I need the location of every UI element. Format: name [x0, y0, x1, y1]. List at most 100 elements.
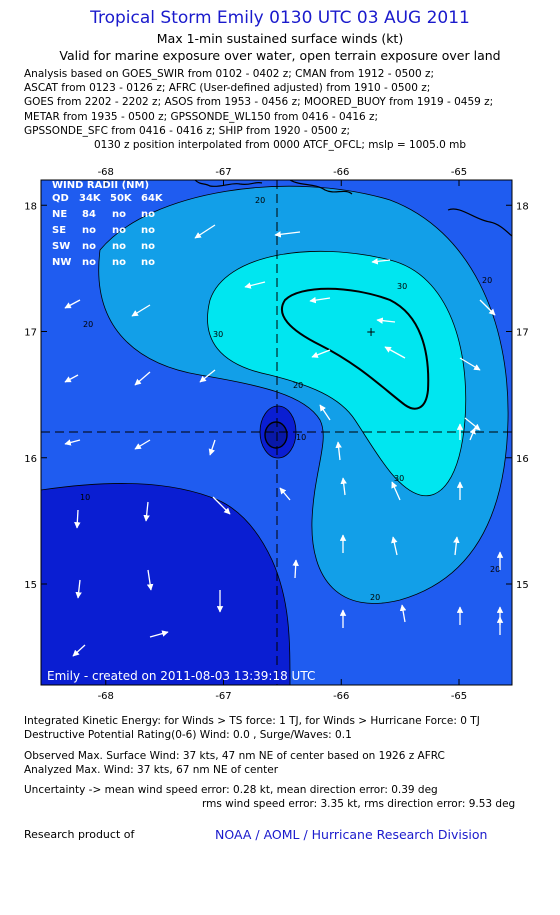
wind-vector-arrow	[74, 509, 81, 529]
y-tick-label: 17	[516, 328, 529, 339]
radii-cell: NW	[52, 257, 71, 268]
wind-vector-arrow	[371, 258, 391, 265]
contour-label-20: 20	[255, 196, 265, 205]
x-tick-label: -68	[98, 167, 114, 178]
axis-ticks: -68 -68 -67 -67 -66 -66 -65 -65 15 15 16 16 17 17 18 18	[24, 167, 528, 702]
contour-30-fill	[207, 250, 467, 497]
radii-header: 50K	[110, 193, 133, 204]
radii-cell: NE	[52, 209, 67, 220]
analysis-line: GPSSONDE_SFC from 0416 - 0416 z; SHIP fr…	[24, 124, 351, 137]
wind-vector-arrow	[376, 317, 396, 324]
x-tick-label: -66	[333, 691, 349, 702]
radii-cell: no	[141, 257, 155, 268]
contour-label-20: 20	[370, 593, 380, 602]
wind-vector-arrow	[479, 299, 496, 316]
coastline	[194, 180, 512, 237]
wind-vector-arrow	[311, 349, 331, 358]
contour-labels: 20 20 20 20 20 20 30 30 30 10 10	[80, 196, 500, 602]
max-wind-marker: +	[366, 325, 376, 339]
radii-cell: no	[82, 241, 96, 252]
y-tick-label: 15	[516, 580, 529, 591]
wind-vector-arrow	[309, 296, 331, 304]
x-tick-label: -65	[451, 167, 467, 178]
x-tick-label: -67	[215, 691, 231, 702]
uncertainty-line: Uncertainty -> mean wind speed error: 0.…	[24, 784, 438, 796]
wind-vector-arrow	[146, 569, 154, 591]
observed-max-line: Observed Max. Surface Wind: 37 kts, 47 n…	[24, 750, 445, 762]
radii-cell: no	[112, 225, 126, 236]
wind-vectors	[64, 224, 504, 657]
wind-vector-arrow	[134, 439, 151, 450]
position-line: 0130 z position interpolated from 0000 A…	[93, 139, 467, 151]
ike-line: Integrated Kinetic Energy: for Winds > T…	[24, 715, 480, 727]
analyzed-max-line: Analyzed Max. Wind: 37 kts, 67 nm NE of …	[24, 764, 279, 776]
contour-label-20: 20	[482, 276, 492, 285]
radii-cell: no	[112, 257, 126, 268]
analysis-line: METAR from 1935 - 0500 z; GPSSONDE_WL150…	[24, 110, 379, 123]
wind-vector-arrow	[212, 496, 231, 515]
contour-label-20: 20	[83, 320, 93, 329]
wind-vector-arrow	[391, 536, 398, 556]
center-low-core	[264, 421, 288, 449]
wind-vector-arrow	[319, 404, 331, 421]
y-tick-label: 15	[24, 580, 37, 591]
wind-vector-arrow	[335, 441, 342, 461]
wind-vector-arrow	[194, 224, 216, 239]
wind-vector-arrow	[459, 357, 481, 371]
wind-vector-arrow	[72, 644, 86, 657]
research-label: Research product of	[24, 828, 135, 841]
contour-label-20: 20	[293, 381, 303, 390]
contour-label-10: 10	[296, 433, 306, 442]
wind-vector-arrow	[131, 304, 151, 317]
dpr-line: Destructive Potential Rating(0-6) Wind: …	[24, 729, 352, 741]
wind-vector-arrow	[279, 487, 291, 501]
analysis-line: ASCAT from 0123 - 0126 z; AFRC (User-def…	[24, 82, 431, 95]
y-tick-label: 18	[24, 201, 37, 212]
wind-radii-title: WIND RADII (NM)	[52, 180, 149, 191]
chart-title: Tropical Storm Emily 0130 UTC 03 AUG 201…	[90, 8, 470, 28]
wind-vector-arrow	[64, 439, 81, 446]
wind-vector-arrow	[274, 231, 301, 238]
radii-header: 34K	[79, 193, 102, 204]
wind-vector-arrow	[199, 369, 216, 383]
uncertainty-rms-line: rms wind speed error: 3.35 kt, rms direc…	[202, 798, 516, 810]
contour-label-30: 30	[213, 330, 223, 339]
research-org-link[interactable]: NOAA / AOML / Hurricane Research Divisio…	[215, 827, 488, 842]
wind-vector-arrow	[208, 439, 216, 456]
wind-vector-arrow	[64, 299, 81, 309]
radii-cell: SW	[52, 241, 70, 252]
contour-35-line	[280, 287, 430, 410]
x-tick-label: -66	[333, 167, 349, 178]
wind-vector-arrow	[134, 371, 151, 386]
wind-vector-arrow	[143, 501, 150, 522]
x-tick-label: -65	[451, 691, 467, 702]
radii-cell: no	[141, 225, 155, 236]
wind-vector-arrow	[244, 281, 266, 289]
wind-radii-table: WIND RADII (NM) QD 34K 50K 64K NE 84 no …	[52, 180, 164, 268]
analysis-line: Analysis based on GOES_SWIR from 0102 - …	[24, 68, 435, 80]
radii-header: 64K	[141, 193, 164, 204]
radii-cell: no	[82, 257, 96, 268]
y-tick-label: 16	[24, 454, 37, 465]
radii-cell: SE	[52, 225, 66, 236]
wind-vector-arrow	[340, 477, 347, 496]
radii-cell: no	[141, 209, 155, 220]
wind-vector-arrow	[384, 346, 406, 359]
wind-vector-arrow	[399, 604, 407, 623]
analysis-sources: Analysis based on GOES_SWIR from 0102 - …	[24, 67, 493, 138]
chart-subtitle-validity: Valid for marine exposure over water, op…	[59, 48, 501, 63]
chart-subtitle-variable: Max 1-min sustained surface winds (kt)	[156, 31, 404, 46]
contour-label-30: 30	[397, 282, 407, 291]
contour-label-20: 20	[490, 565, 500, 574]
x-tick-label: -68	[98, 691, 114, 702]
radii-cell: no	[112, 209, 126, 220]
wind-vector-arrow	[469, 427, 476, 441]
contour-label-10: 10	[80, 493, 90, 502]
wind-vector-arrow	[453, 536, 460, 556]
plot-frame	[40, 179, 513, 686]
radii-cell: no	[141, 241, 155, 252]
contour-label-30: 30	[394, 474, 404, 483]
wind-vector-arrow	[292, 559, 299, 579]
analysis-line: GOES from 2202 - 2202 z; ASOS from 1953 …	[24, 96, 494, 109]
